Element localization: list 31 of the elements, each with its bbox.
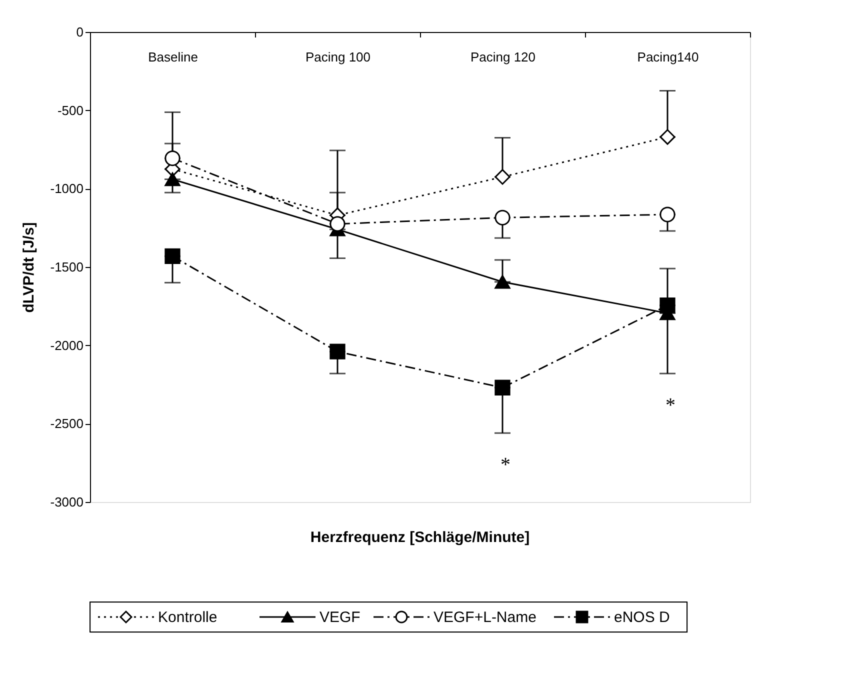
annotation: * [500,454,510,476]
point [494,210,510,226]
point [660,206,676,222]
x-axis-title: Herzfrequenz [Schläge/Minute] [310,529,530,546]
point [164,248,180,264]
y-tick-label: -2000 [50,338,84,353]
legend-label: VEGF+L-Name [434,609,536,626]
x-tick-label: Pacing 100 [305,50,371,64]
point [330,216,346,232]
y-tick-label: -500 [57,102,84,118]
point [164,150,180,166]
y-tick-label: -1500 [50,260,84,274]
point [494,275,510,289]
annotation: * [666,394,676,417]
x-tick-label: Pacing140 [637,50,699,64]
y-axis-title: dLVP/dt [J/s] [20,222,38,313]
point [660,129,676,145]
y-tick-label: 0 [76,24,84,40]
point [164,172,180,186]
y-tick-label: -2500 [50,416,84,432]
y-tick-label: -1000 [50,181,84,196]
x-tick-label: Pacing 120 [470,50,536,64]
point [660,298,676,314]
legend-label: eNOS D [614,609,670,626]
point [494,380,510,396]
legend-label: Kontrolle [158,609,218,626]
point [330,344,346,360]
x-tick-label: Baseline [148,50,198,64]
point [494,169,510,185]
y-tick-label: -3000 [50,494,84,510]
legend-label: VEGF [320,609,360,626]
